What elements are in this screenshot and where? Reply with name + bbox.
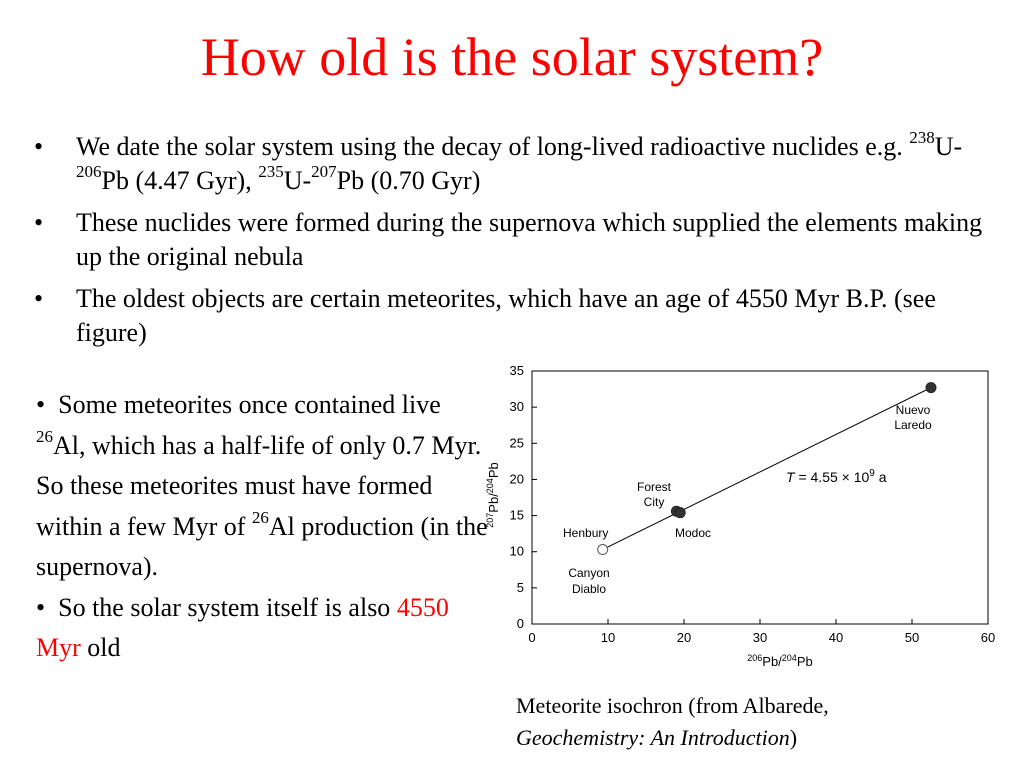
y-tick-label: 0 xyxy=(517,616,524,631)
label-diablo: Diablo xyxy=(572,582,606,596)
y-tick-label: 25 xyxy=(510,435,524,450)
bullet-dot: • xyxy=(34,284,44,313)
bullet-item-supernova: • These nuclides were formed during the … xyxy=(34,206,994,274)
x-tick-label: 60 xyxy=(981,630,995,645)
y-tick-label: 20 xyxy=(510,471,524,486)
bullet-text: The oldest objects are certain meteorite… xyxy=(76,284,936,347)
bullet-item-oldest: • The oldest objects are certain meteori… xyxy=(34,282,994,350)
y-tick-label: 10 xyxy=(510,544,524,559)
figure-caption: Meteorite isochron (from Albarede, Geoch… xyxy=(516,690,996,754)
isotope-text: U- xyxy=(934,132,963,161)
isotope-mass: 207 xyxy=(311,162,337,182)
bullet-dot: • xyxy=(36,592,46,622)
y-tick-label: 15 xyxy=(510,508,524,523)
label-henbury: Henbury xyxy=(563,526,608,540)
age-highlight: 4550 Myr xyxy=(36,592,449,663)
lower-paragraph-al26: • Some meteorites once contained live 26… xyxy=(36,385,496,588)
bullet-dot: • xyxy=(34,208,44,237)
data-point xyxy=(925,382,937,394)
x-tick-label: 30 xyxy=(753,630,767,645)
isochron-line xyxy=(606,387,932,548)
label-laredo: Laredo xyxy=(894,418,932,432)
isotope-mass: 26 xyxy=(36,426,53,446)
y-axis-label: 207Pb/204Pb xyxy=(485,462,501,527)
bullet-item-dating: • We date the solar system using the dec… xyxy=(34,128,994,198)
label-forest: Forest xyxy=(637,480,672,494)
y-tick-label: 5 xyxy=(517,580,524,595)
label-city: City xyxy=(644,495,665,509)
isochron-figure: 0 10 20 30 40 50 60 0 5 10 15 20 25 30 35 Nuevo Laredo… xyxy=(470,358,1000,683)
lower-text-part: So the solar system itself is also xyxy=(58,592,397,622)
lower-text-part: Al production (in the supernova). xyxy=(36,511,488,582)
caption-close: ) xyxy=(789,725,798,750)
isotope-mass: 26 xyxy=(251,507,269,527)
isotope-mass: 238 xyxy=(909,128,935,148)
slide-title: How old is the solar system? xyxy=(200,27,824,87)
lower-text-part: Al, which has a half-life of only 0.7 My… xyxy=(36,430,482,541)
x-tick-label: 0 xyxy=(528,630,535,645)
caption-book-title: Geochemistry: An Introduction xyxy=(516,725,790,750)
caption-line-2: Geochemistry: An Introduction) xyxy=(516,722,996,754)
bullet-dot: • xyxy=(34,132,44,161)
x-tick-label: 40 xyxy=(829,630,843,645)
points-group xyxy=(597,382,937,556)
isotope-mass: 235 xyxy=(258,162,284,182)
lower-text-part: Some meteorites once contained live xyxy=(58,390,441,419)
isotope-text: Pb (4.47 Gyr), xyxy=(101,166,259,195)
age-annotation: T = 4.55 × 109 a xyxy=(786,468,887,485)
isotope-text: Pb (0.70 Gyr) xyxy=(336,166,481,195)
x-tick-label: 50 xyxy=(905,630,919,645)
data-point xyxy=(674,507,686,519)
axes-group: 0 10 20 30 40 50 60 0 5 10 15 20 25 30 35 xyxy=(510,363,996,645)
label-modoc: Modoc xyxy=(675,526,711,540)
isotope-mass: 206 xyxy=(76,162,102,182)
bullet-text: We date the solar system using the decay… xyxy=(76,132,910,161)
lower-text-part: old xyxy=(80,633,121,662)
bullet-text: These nuclides were formed during the su… xyxy=(76,208,983,271)
isochron-chart: 0 10 20 30 40 50 60 0 5 10 15 20 25 30 35 Nuevo Laredo… xyxy=(485,363,996,669)
lower-paragraph-age: • So the solar system itself is also 455… xyxy=(36,588,496,669)
lower-text: • Some meteorites once contained live 26… xyxy=(36,385,496,669)
bullet-dot: • xyxy=(36,390,46,419)
caption-line-1: Meteorite isochron (from Albarede, xyxy=(516,693,829,718)
x-tick-label: 10 xyxy=(601,630,615,645)
y-tick-label: 35 xyxy=(510,363,524,378)
y-tick-label: 30 xyxy=(510,399,524,414)
x-axis-label: 206Pb/204Pb xyxy=(747,653,812,669)
label-canyon: Canyon xyxy=(568,566,609,580)
label-nuevo: Nuevo xyxy=(896,403,931,417)
bullet-list: • We date the solar system using the dec… xyxy=(34,128,994,358)
data-point xyxy=(597,544,609,556)
isotope-text: U- xyxy=(283,166,312,195)
x-tick-label: 20 xyxy=(677,630,691,645)
